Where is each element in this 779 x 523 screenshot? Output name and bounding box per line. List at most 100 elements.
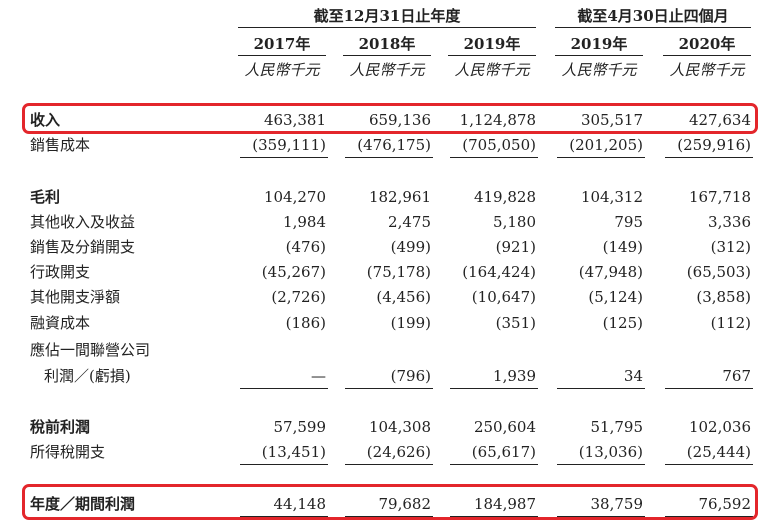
cell-2019-4m: (201,205): [569, 136, 643, 154]
cell-2019-4m: 38,759: [590, 495, 644, 513]
row-label: 銷售及分銷開支: [30, 238, 136, 256]
cell-2020-4m: (3,858): [696, 288, 751, 306]
subtotal-line: [240, 388, 328, 389]
cell-2018: (4,456): [376, 288, 431, 306]
cell-2020-4m: (312): [710, 238, 751, 256]
subtotal-line: [665, 388, 753, 389]
cell-2018: (75,178): [366, 263, 431, 281]
subtotal-line: [665, 464, 753, 465]
subtotal-line: [557, 157, 645, 158]
cell-2020-4m: (112): [710, 314, 751, 332]
table-row-gross-profit: 毛利 104,270 182,961 419,828 104,312 167,7…: [0, 185, 779, 209]
subtotal-line: [665, 157, 753, 158]
cell-2019: (65,617): [471, 443, 536, 461]
row-label: 所得稅開支: [30, 443, 106, 461]
table-row-other-income: 其他收入及收益 1,984 2,475 5,180 795 3,336: [0, 210, 779, 234]
subtotal-line: [450, 388, 538, 389]
row-label: 稅前利潤: [30, 418, 91, 436]
header-group-year-underline: [238, 27, 536, 28]
table-row-finance-costs: 融資成本 (186) (199) (351) (125) (112): [0, 311, 779, 335]
cell-2018: (499): [390, 238, 431, 256]
cell-2018: 104,308: [368, 418, 431, 436]
subtotal-line: [450, 157, 538, 158]
unit-label-1: 人民幣千元: [244, 61, 320, 79]
cell-2020-4m: 3,336: [708, 213, 751, 231]
cell-2019: (164,424): [462, 263, 536, 281]
unit-label-2: 人民幣千元: [349, 61, 425, 79]
cell-2019: 5,180: [493, 213, 536, 231]
row-label: 應佔一間聯營公司: [30, 341, 151, 359]
cell-2020-4m: 76,592: [698, 495, 752, 513]
year-header-5-underline: [663, 55, 751, 56]
cell-2020-4m: (259,916): [677, 136, 751, 154]
row-label: 其他開支淨額: [30, 288, 121, 306]
cell-2019: 1,939: [493, 367, 536, 385]
cell-2020-4m: 167,718: [688, 188, 751, 206]
cell-2017: (13,451): [261, 443, 326, 461]
table-row-admin-expenses: 行政開支 (45,267) (75,178) (164,424) (47,948…: [0, 260, 779, 284]
row-label: 年度／期間利潤: [30, 495, 136, 513]
table-row-profit-for-period: 年度／期間利潤 44,148 79,682 184,987 38,759 76,…: [0, 492, 779, 516]
header-group-year: 截至12月31日止年度: [313, 7, 461, 25]
cell-2019-4m: 34: [623, 367, 643, 385]
row-label: 其他收入及收益: [30, 213, 136, 231]
row-label: 融資成本: [30, 314, 91, 332]
cell-2019: (10,647): [471, 288, 536, 306]
table-row-cost-of-sales: 銷售成本 (359,111) (476,175) (705,050) (201,…: [0, 133, 779, 157]
year-header-1: 2017年: [253, 35, 311, 53]
subtotal-line: [557, 388, 645, 389]
subtotal-line: [345, 157, 433, 158]
cell-2019: 184,987: [473, 495, 536, 513]
unit-label-4: 人民幣千元: [561, 61, 637, 79]
unit-label-5: 人民幣千元: [669, 61, 745, 79]
cell-2019-4m: 305,517: [580, 111, 643, 129]
header-group-period: 截至4月30日止四個月: [577, 7, 729, 25]
year-header-2-underline: [343, 55, 431, 56]
cell-2017: 57,599: [273, 418, 327, 436]
cell-2018: 2,475: [388, 213, 431, 231]
cell-2019-4m: (47,948): [578, 263, 643, 281]
table-row-share-of-associate: 應佔一間聯營公司: [0, 338, 779, 362]
row-label: 利潤／(虧損): [44, 367, 131, 385]
cell-2020-4m: 767: [722, 367, 751, 385]
row-label: 銷售成本: [30, 136, 91, 154]
year-header-3: 2019年: [463, 35, 521, 53]
header-group-period-underline: [555, 27, 751, 28]
cell-2018: 659,136: [368, 111, 431, 129]
cell-2017: 104,270: [263, 188, 326, 206]
table-row-income-tax: 所得稅開支 (13,451) (24,626) (65,617) (13,036…: [0, 440, 779, 464]
year-header-1-underline: [238, 55, 326, 56]
cell-2020-4m: (65,503): [686, 263, 751, 281]
cell-2018: (24,626): [366, 443, 431, 461]
row-label: 收入: [30, 111, 61, 129]
subtotal-line: [557, 464, 645, 465]
year-header-4-underline: [555, 55, 643, 56]
cell-2017: 1,984: [283, 213, 326, 231]
subtotal-line: [345, 388, 433, 389]
cell-2019: (705,050): [462, 136, 536, 154]
cell-2018: 182,961: [368, 188, 431, 206]
year-header-4: 2019年: [570, 35, 628, 53]
cell-2018: (199): [390, 314, 431, 332]
table-row-profit-before-tax: 稅前利潤 57,599 104,308 250,604 51,795 102,0…: [0, 415, 779, 439]
subtotal-line: [450, 464, 538, 465]
cell-2017: 44,148: [273, 495, 327, 513]
table-row-associate-profit-loss: 利潤／(虧損) — (796) 1,939 34 767: [0, 364, 779, 388]
cell-2019: 250,604: [473, 418, 536, 436]
cell-2017: (359,111): [252, 136, 326, 154]
cell-2018: (476,175): [357, 136, 431, 154]
cell-2017: (476): [285, 238, 326, 256]
cell-2017: 463,381: [263, 111, 326, 129]
cell-2019-4m: 795: [614, 213, 643, 231]
cell-2020-4m: 102,036: [688, 418, 751, 436]
year-header-5: 2020年: [678, 35, 736, 53]
table-row-other-expenses-net: 其他開支淨額 (2,726) (4,456) (10,647) (5,124) …: [0, 285, 779, 309]
unit-label-3: 人民幣千元: [454, 61, 530, 79]
year-header-3-underline: [448, 55, 536, 56]
highlight-box-profit: [22, 484, 758, 520]
cell-2017: (2,726): [271, 288, 326, 306]
cell-2019-4m: (125): [602, 314, 643, 332]
table-row-selling-expenses: 銷售及分銷開支 (476) (499) (921) (149) (312): [0, 235, 779, 259]
highlight-box-revenue: [22, 103, 758, 134]
subtotal-line: [345, 464, 433, 465]
